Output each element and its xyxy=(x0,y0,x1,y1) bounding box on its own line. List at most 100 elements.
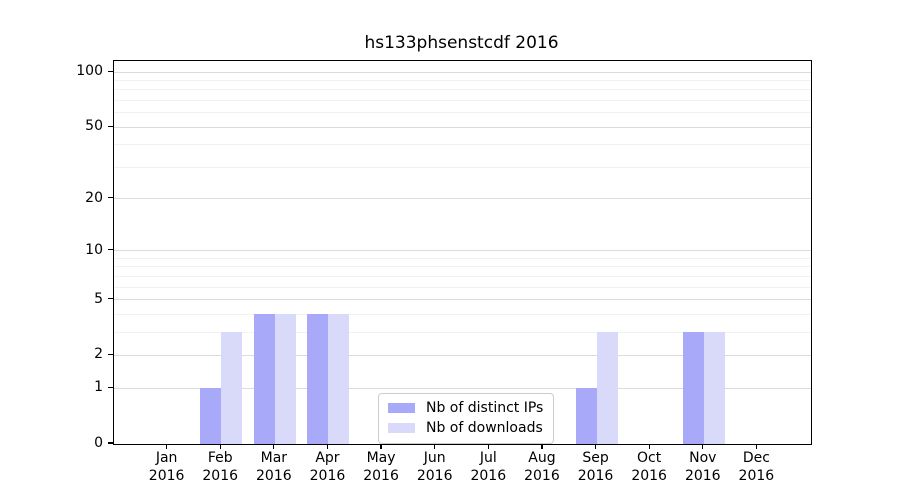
bar-downloads-sep xyxy=(596,332,618,444)
x-tick-month: Jun xyxy=(423,450,446,466)
gridline-minor xyxy=(114,89,811,91)
x-tick-label: Jun 2016 xyxy=(400,450,470,485)
y-tick-mark xyxy=(108,442,113,444)
plot-area: Nb of distinct IPs Nb of downloads xyxy=(113,60,812,445)
x-tick-label: Aug 2016 xyxy=(507,450,577,485)
x-tick-month: Feb xyxy=(207,450,233,466)
x-tick-year: 2016 xyxy=(470,467,507,484)
legend-item-downloads: Nb of downloads xyxy=(388,420,543,436)
x-tick-label: Apr 2016 xyxy=(292,450,362,485)
y-tick-mark xyxy=(108,386,113,388)
gridline-minor xyxy=(114,331,811,333)
x-tick-month: Apr xyxy=(315,450,340,466)
x-tick-month: Oct xyxy=(637,450,662,466)
x-tick-mark xyxy=(648,444,650,449)
x-tick-mark xyxy=(219,444,221,449)
legend-swatch-downloads-icon xyxy=(388,423,415,433)
y-tick-label: 1 xyxy=(94,379,103,396)
x-tick-label: May 2016 xyxy=(346,450,416,485)
x-tick-year: 2016 xyxy=(684,467,721,484)
legend-label-distinct-ips: Nb of distinct IPs xyxy=(426,400,544,416)
x-tick-mark xyxy=(702,444,704,449)
x-tick-year: 2016 xyxy=(631,467,667,484)
x-tick-month: May xyxy=(366,450,396,466)
x-tick-label: Mar 2016 xyxy=(239,450,309,485)
gridline-minor xyxy=(114,286,811,288)
bar-downloads-mar xyxy=(274,314,296,444)
gridline-minor xyxy=(114,166,811,168)
gridline-major xyxy=(114,354,811,356)
y-tick-label: 10 xyxy=(85,241,103,258)
x-tick-label: Feb 2016 xyxy=(185,450,255,485)
x-tick-mark xyxy=(166,444,168,449)
legend: Nb of distinct IPs Nb of downloads xyxy=(378,393,555,444)
bar-downloads-apr xyxy=(328,314,350,444)
x-tick-month: Aug xyxy=(528,450,556,466)
gridline-minor xyxy=(114,266,811,268)
gridline-major xyxy=(114,71,811,73)
gridline-major xyxy=(114,198,811,200)
y-tick-label: 0 xyxy=(94,435,103,451)
x-tick-label: Jul 2016 xyxy=(453,450,523,485)
bar-downloads-feb xyxy=(221,332,243,444)
x-tick-label: Dec 2016 xyxy=(721,450,791,485)
x-tick-mark xyxy=(594,444,597,449)
chart-title: hs133phsenstcdf 2016 xyxy=(364,33,559,53)
legend-label-downloads: Nb of downloads xyxy=(426,420,543,436)
y-tick-label: 100 xyxy=(76,63,103,80)
bar-distinct-ips-mar xyxy=(253,314,275,444)
x-tick-year: 2016 xyxy=(524,467,560,484)
bar-distinct-ips-apr xyxy=(307,314,329,444)
gridline-minor xyxy=(114,257,811,259)
x-tick-year: 2016 xyxy=(738,467,775,484)
y-tick-mark xyxy=(108,298,113,300)
bar-downloads-nov xyxy=(703,332,725,444)
x-tick-year: 2016 xyxy=(309,467,346,484)
y-tick-label: 20 xyxy=(85,189,103,206)
x-tick-month: Jan xyxy=(155,450,178,466)
x-tick-mark xyxy=(755,444,757,449)
x-tick-year: 2016 xyxy=(256,467,292,484)
legend-item-distinct-ips: Nb of distinct IPs xyxy=(388,400,543,416)
y-tick-mark xyxy=(108,353,113,356)
x-tick-year: 2016 xyxy=(363,467,399,484)
gridline-minor xyxy=(114,275,811,277)
x-tick-month: Nov xyxy=(689,450,717,466)
gridline-major xyxy=(114,126,811,128)
x-tick-mark xyxy=(487,444,489,449)
x-tick-month: Jul xyxy=(479,450,497,466)
x-tick-label: Nov 2016 xyxy=(668,450,738,485)
x-tick-month: Mar xyxy=(260,450,288,466)
y-tick-mark xyxy=(108,70,113,72)
y-tick-label: 50 xyxy=(85,118,103,135)
x-tick-label: Jan 2016 xyxy=(132,450,202,485)
x-tick-label: Oct 2016 xyxy=(614,450,684,485)
y-tick-mark xyxy=(108,249,113,251)
y-tick-label: 5 xyxy=(94,290,103,307)
x-tick-year: 2016 xyxy=(202,467,239,484)
gridline-minor xyxy=(114,313,811,315)
gridline-minor xyxy=(114,112,811,114)
x-tick-year: 2016 xyxy=(416,467,453,484)
x-tick-label: Sep 2016 xyxy=(561,450,631,485)
bar-distinct-ips-nov xyxy=(682,332,704,444)
x-tick-month: Dec xyxy=(742,450,770,466)
y-tick-label: 2 xyxy=(94,346,103,363)
x-tick-year: 2016 xyxy=(577,467,614,484)
gridline-major xyxy=(114,387,811,389)
legend-swatch-distinct-ips-icon xyxy=(388,403,415,413)
gridline-minor xyxy=(114,144,811,146)
gridline-major xyxy=(114,299,811,301)
x-tick-month: Sep xyxy=(582,450,609,466)
x-tick-mark xyxy=(434,444,436,449)
gridline-minor xyxy=(114,80,811,82)
y-tick-mark xyxy=(108,197,113,199)
gridline-major xyxy=(114,250,811,252)
x-tick-mark xyxy=(541,444,543,449)
bar-distinct-ips-sep xyxy=(575,388,597,444)
x-tick-mark xyxy=(326,444,329,449)
bar-distinct-ips-feb xyxy=(200,388,222,444)
x-tick-mark xyxy=(380,444,382,449)
gridline-minor xyxy=(114,100,811,102)
